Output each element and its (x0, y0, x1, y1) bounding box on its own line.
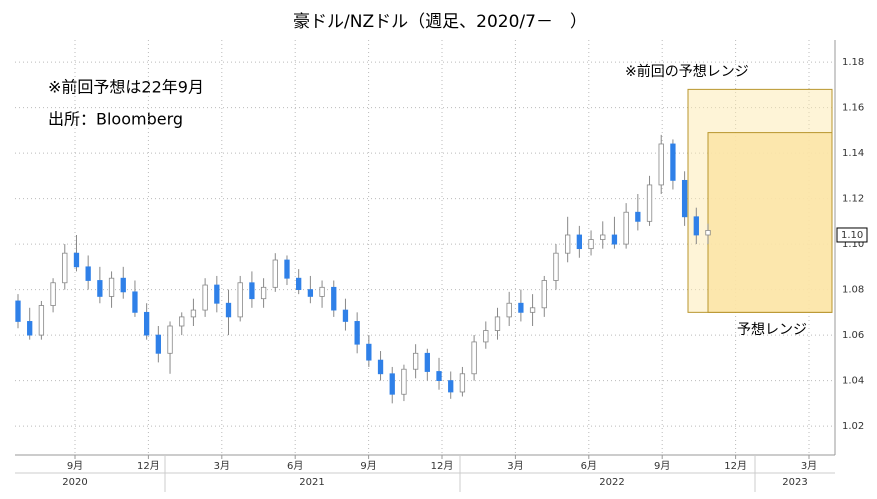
y-tick-label: 1.18 (842, 57, 864, 68)
candle-body (272, 259, 278, 288)
year-label: 2020 (62, 477, 87, 488)
y-tick-label: 1.06 (842, 330, 864, 341)
last-price-label: 1.10 (841, 230, 863, 241)
candle-body (494, 316, 501, 331)
candle-body (73, 252, 80, 268)
candle-body (331, 286, 337, 311)
candle-body (483, 330, 489, 343)
candle-body (132, 291, 138, 313)
x-tick-label: 6月 (581, 460, 597, 472)
x-tick-label: 12月 (137, 460, 160, 472)
candle-body (611, 234, 618, 245)
candle-body (377, 359, 384, 375)
y-tick-label: 1.04 (842, 376, 864, 387)
candle-body (459, 373, 466, 393)
candle-body (97, 280, 103, 297)
candle-body (635, 211, 641, 222)
candle-body (249, 282, 255, 300)
candle-body (541, 280, 547, 309)
candle-body (179, 316, 185, 327)
annotation: ※前回予想は22年9月 (48, 78, 204, 97)
candle-body (120, 277, 126, 293)
candle-body (389, 373, 395, 395)
candle-body (167, 325, 173, 354)
candle-body (15, 300, 21, 322)
range-label: ※前回の予想レンジ (625, 63, 749, 80)
x-tick-label: 3月 (214, 460, 230, 472)
x-tick-label: 9月 (360, 460, 376, 472)
candle-body (448, 380, 454, 393)
candle-body (85, 266, 91, 281)
candle-body (670, 143, 676, 181)
candle-body (237, 282, 243, 318)
candle-body (705, 230, 711, 236)
candle-body (623, 211, 629, 245)
candle-body (576, 234, 583, 250)
candle-body (424, 352, 430, 372)
chart-title: 豪ドル/NZドル（週足、2020/7－ ） (293, 11, 587, 32)
x-tick-label: 6月 (287, 460, 303, 472)
x-tick-label: 9月 (67, 460, 83, 472)
y-tick-label: 1.02 (842, 421, 864, 432)
candle-body (600, 234, 606, 240)
candle-body (354, 321, 360, 345)
candle-body (518, 302, 524, 313)
candle-body (38, 305, 45, 336)
candle-body (401, 368, 407, 395)
candle-body (190, 309, 197, 318)
candle-body (471, 341, 477, 375)
candle-body (62, 252, 68, 284)
candle-body (307, 289, 314, 297)
annotation: 出所：Bloomberg (48, 110, 183, 129)
candle-body (436, 371, 442, 382)
candle-body (565, 234, 571, 254)
year-label: 2022 (599, 477, 624, 488)
candle-body (646, 184, 653, 222)
candle-body (27, 321, 33, 336)
y-tick-label: 1.08 (842, 285, 864, 296)
candle-body (658, 143, 664, 186)
candle-body (681, 179, 688, 218)
candle-body (506, 302, 512, 318)
candle-body (588, 239, 594, 250)
candle-body (342, 309, 349, 322)
candle-body (214, 284, 220, 304)
y-tick-label: 1.10 (842, 239, 864, 250)
candle-body (225, 302, 232, 318)
x-tick-label: 9月 (654, 460, 670, 472)
candle-body (108, 277, 115, 297)
candle-body (553, 252, 559, 281)
range-label: 予想レンジ (737, 322, 807, 338)
y-tick-label: 1.12 (842, 194, 864, 205)
candle-body (50, 282, 56, 306)
last-price-box (836, 227, 868, 243)
candle-body (143, 311, 150, 336)
x-tick-label: 12月 (431, 460, 454, 472)
year-label: 2023 (782, 477, 807, 488)
candle-body (296, 277, 302, 290)
candle-body (284, 259, 290, 279)
candle-body (319, 286, 325, 297)
candle-body (155, 334, 161, 354)
y-tick-label: 1.16 (842, 103, 864, 114)
candle-body (529, 307, 536, 313)
candle-body (412, 352, 419, 370)
forecast-range (707, 132, 833, 313)
candle-body (693, 216, 699, 236)
candle-body (202, 284, 208, 311)
year-label: 2021 (299, 477, 324, 488)
x-tick-label: 12月 (724, 460, 747, 472)
candle-body (260, 286, 267, 300)
x-tick-label: 3月 (507, 460, 523, 472)
x-tick-label: 3月 (801, 460, 817, 472)
y-tick-label: 1.14 (842, 148, 864, 159)
candle-body (366, 343, 372, 361)
